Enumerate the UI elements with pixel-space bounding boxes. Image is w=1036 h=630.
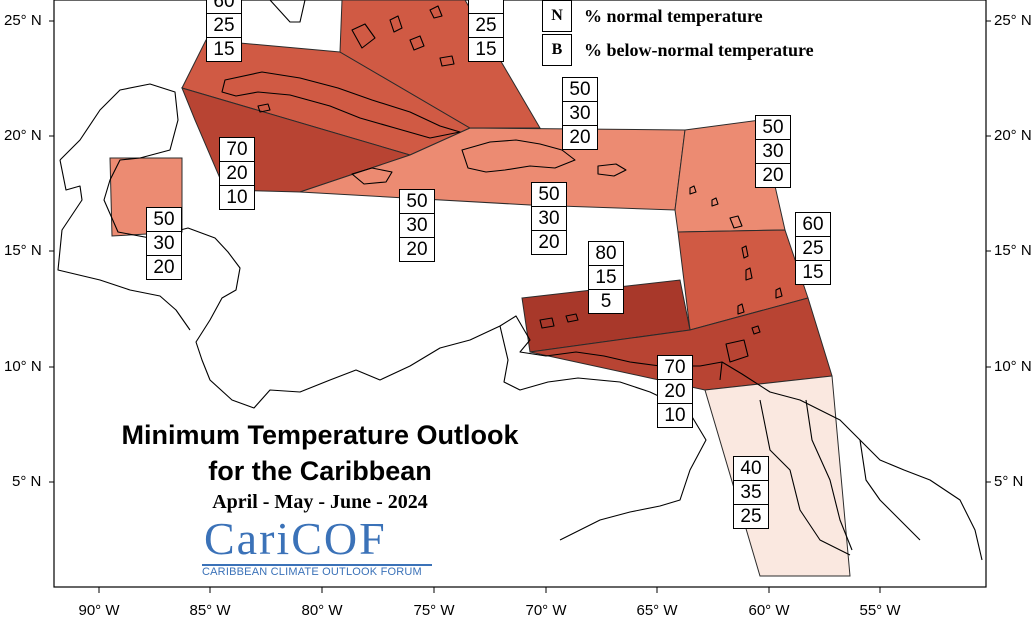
prob-above: 60 xyxy=(207,0,241,14)
prob-box-bahamas-west: 60 25 15 xyxy=(206,0,242,62)
prob-normal: 20 xyxy=(658,380,692,404)
lat-label-5n-left: 5° N xyxy=(12,473,42,490)
prob-below: 25 xyxy=(740,506,762,527)
prob-box-cuba: 70 20 10 xyxy=(219,137,255,210)
caricof-logo-subtitle: CARIBBEAN CLIMATE OUTLOOK FORUM xyxy=(202,566,422,578)
prob-below: 15 xyxy=(475,39,497,60)
prob-normal: 30 xyxy=(532,207,566,231)
prob-below: 5 xyxy=(600,291,612,312)
lat-label-10n-right: 10° N xyxy=(994,358,1032,375)
prob-box-abc: 80 15 5 xyxy=(588,241,624,314)
lon-label-70w: 70° W xyxy=(525,602,567,619)
legend-below: B % below-normal temperature xyxy=(542,34,814,66)
outlook-period: April - May - June - 2024 xyxy=(212,491,428,513)
prob-box-puerto-rico: 50 30 20 xyxy=(531,182,567,255)
lon-label-90w: 90° W xyxy=(78,602,120,619)
lon-label-75w: 75° W xyxy=(413,602,455,619)
lon-label-85w: 85° W xyxy=(189,602,231,619)
lon-label-80w: 80° W xyxy=(301,602,343,619)
map-title-line1: Minimum Temperature Outlook xyxy=(121,420,519,450)
prob-above: 50 xyxy=(563,78,597,102)
lat-label-15n-right: 15° N xyxy=(994,242,1032,259)
lon-label-65w: 65° W xyxy=(636,602,678,619)
prob-below: 10 xyxy=(226,187,248,208)
prob-normal: 30 xyxy=(563,102,597,126)
prob-box-jamaica-south: 50 30 20 xyxy=(399,189,435,262)
prob-normal: 30 xyxy=(147,232,181,256)
map-title-line2: for the Caribbean xyxy=(208,456,432,486)
lat-label-25n-left: 25° N xyxy=(4,12,42,29)
caricof-logo-rule xyxy=(202,564,432,566)
lat-label-15n-left: 15° N xyxy=(4,242,42,259)
prob-box-belize: 50 30 20 xyxy=(146,207,182,280)
prob-above: 50 xyxy=(532,183,566,207)
prob-normal: 30 xyxy=(756,140,790,164)
prob-below: 20 xyxy=(538,232,560,253)
lon-label-60w: 60° W xyxy=(748,602,790,619)
prob-below: 20 xyxy=(762,165,784,186)
legend-text-below: % below-normal temperature xyxy=(584,39,814,60)
legend-text-normal: % normal temperature xyxy=(584,5,763,26)
prob-box-guianas: 40 35 25 xyxy=(733,456,769,529)
legend-normal: N % normal temperature xyxy=(542,0,763,32)
prob-normal: 25 xyxy=(796,237,830,261)
prob-normal: 20 xyxy=(220,162,254,186)
lat-label-20n-right: 20° N xyxy=(994,127,1032,144)
prob-above: 40 xyxy=(734,457,768,481)
prob-above: 70 xyxy=(220,138,254,162)
prob-above: 80 xyxy=(589,242,623,266)
prob-below: 20 xyxy=(569,127,591,148)
prob-above: 50 xyxy=(400,190,434,214)
lat-label-5n-right: 5° N xyxy=(994,473,1024,490)
prob-box-leeward: 50 30 20 xyxy=(755,115,791,188)
prob-below: 15 xyxy=(213,39,235,60)
lat-label-10n-left: 10° N xyxy=(4,358,42,375)
coastlines xyxy=(57,0,983,561)
prob-above: 70 xyxy=(658,356,692,380)
prob-above: 60 xyxy=(796,213,830,237)
prob-above: 50 xyxy=(147,208,181,232)
axis-ticks xyxy=(49,20,991,593)
prob-box-windward: 60 25 15 xyxy=(795,212,831,285)
prob-normal: 30 xyxy=(400,214,434,238)
lat-label-25n-right: 25° N xyxy=(994,12,1032,29)
lat-label-20n-left: 20° N xyxy=(4,127,42,144)
prob-below: 15 xyxy=(802,262,824,283)
map-frame xyxy=(53,0,987,588)
prob-below: 20 xyxy=(406,239,428,260)
prob-normal: 35 xyxy=(734,481,768,505)
prob-above xyxy=(469,0,503,14)
caricof-logo: CariCOF CARIBBEAN CLIMATE OUTLOOK FORUM xyxy=(200,514,436,580)
prob-box-hispaniola-north: 50 30 20 xyxy=(562,77,598,150)
lon-label-55w: 55° W xyxy=(859,602,901,619)
legend-key-below: B xyxy=(542,34,572,66)
prob-box-bahamas-east: 25 15 xyxy=(468,0,504,62)
prob-above: 50 xyxy=(756,116,790,140)
prob-below: 10 xyxy=(664,405,686,426)
caricof-logo-wordmark: CariCOF xyxy=(204,513,387,564)
prob-normal: 25 xyxy=(469,14,503,38)
prob-normal: 15 xyxy=(589,266,623,290)
prob-box-trinidad: 70 20 10 xyxy=(657,355,693,428)
prob-normal: 25 xyxy=(207,14,241,38)
prob-below: 20 xyxy=(153,257,175,278)
legend-key-normal: N xyxy=(542,0,572,32)
